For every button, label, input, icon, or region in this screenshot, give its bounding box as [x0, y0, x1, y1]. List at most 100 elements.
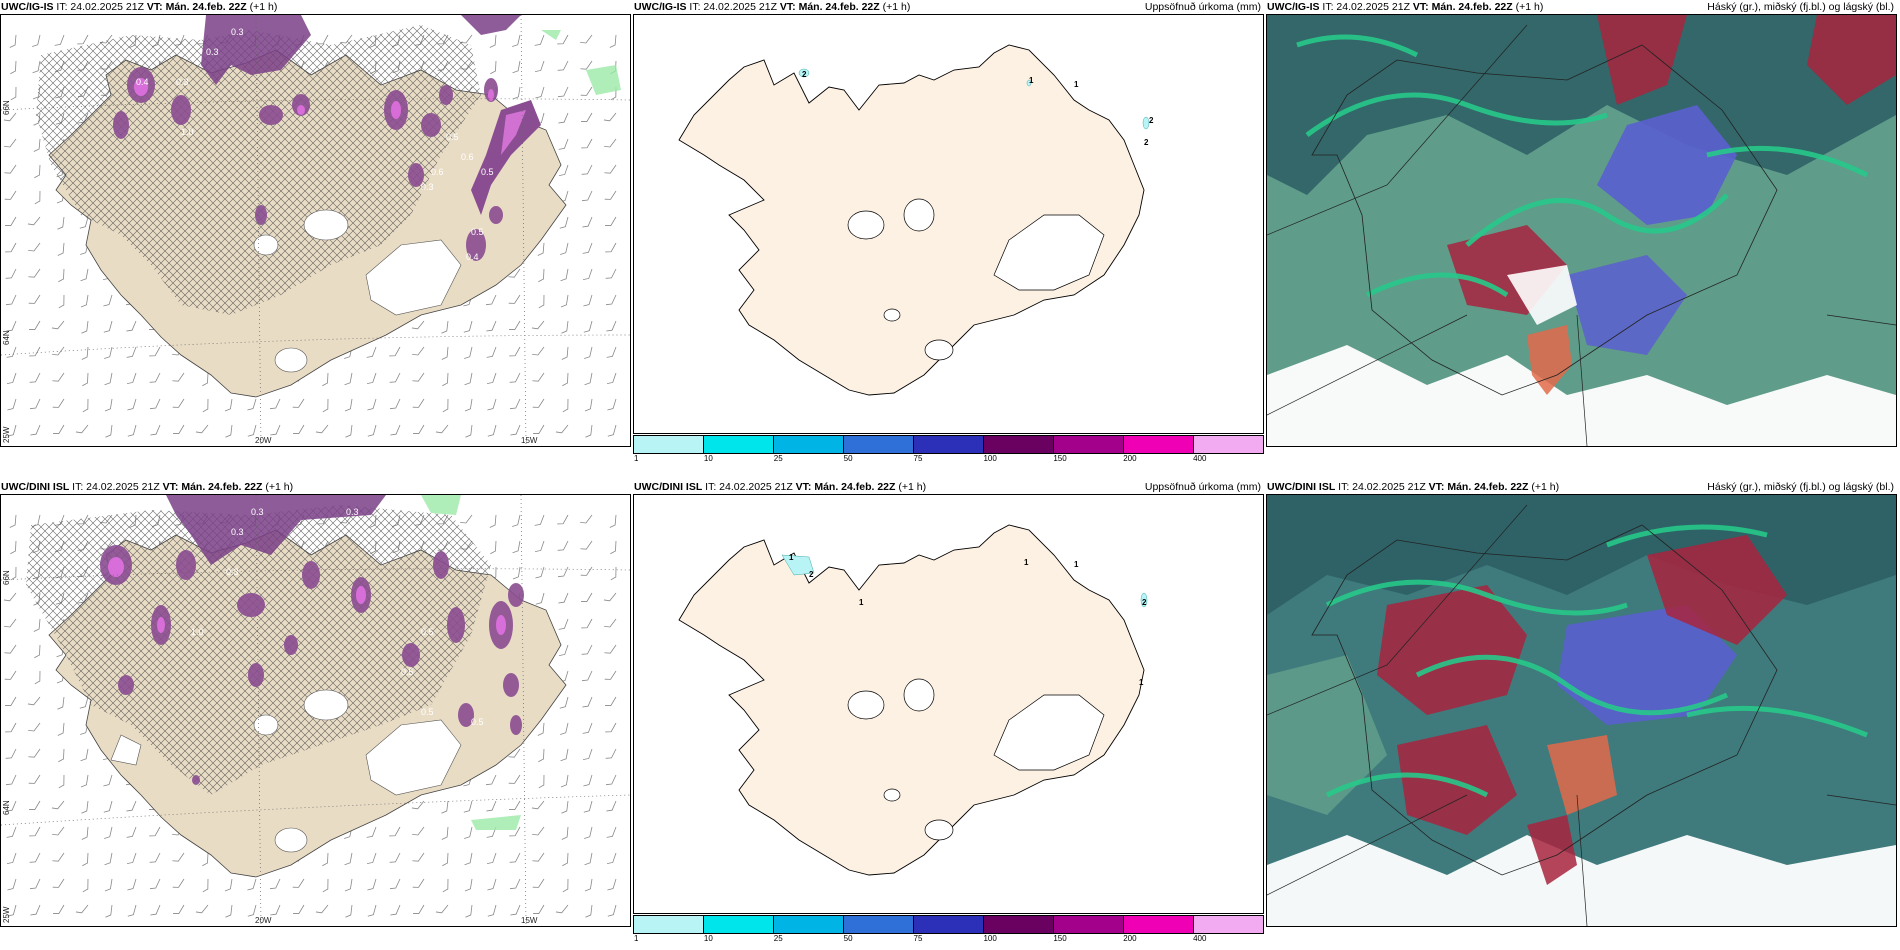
- model-name: UWC/DINI ISL: [1, 481, 70, 493]
- wind-barb: [7, 904, 17, 917]
- wind-barb: [5, 774, 17, 786]
- wind-barb: [7, 878, 17, 891]
- wind-barb: [562, 398, 569, 413]
- wind-barb: [487, 878, 497, 891]
- wind-barb: [412, 346, 425, 356]
- wind-barb: [581, 592, 593, 602]
- legend-tick: 75: [913, 454, 923, 463]
- wind-barb: [605, 696, 617, 706]
- wind-barb: [435, 424, 449, 434]
- wind-barb: [609, 34, 617, 48]
- wind-barb: [225, 904, 233, 918]
- wind-barb: [558, 112, 569, 124]
- wind-barb: [127, 424, 137, 437]
- precip-value-label: 0.6: [431, 167, 444, 177]
- panel-wind-precip-ig: UWC/IG-IS IT: 24.02.2025 21Z VT: Mán. 24…: [0, 0, 631, 447]
- wind-barb: [315, 904, 329, 914]
- wind-barb: [583, 800, 593, 813]
- wind-barb: [247, 904, 257, 917]
- wind-barb: [9, 34, 17, 48]
- wind-barb: [127, 398, 137, 411]
- wind-barb: [225, 424, 233, 438]
- wind-barb: [127, 878, 137, 891]
- wind-barb: [581, 112, 593, 122]
- issue-time: IT: 24.02.2025 21Z: [53, 1, 147, 13]
- wind-barb: [28, 294, 41, 304]
- wind-barb: [81, 800, 89, 814]
- wind-barb: [366, 826, 377, 838]
- wind-barb: [509, 398, 521, 410]
- wind-barb: [581, 618, 593, 629]
- precip-value-label: 0.5: [421, 627, 434, 637]
- wind-barb: [465, 904, 473, 918]
- precip-title: Uppsöfnuð úrkoma (mm): [1144, 1, 1261, 13]
- wind-barb: [604, 190, 617, 200]
- wind-barb: [81, 320, 89, 334]
- lon-label-15: 15W: [521, 436, 538, 445]
- wind-barb: [105, 424, 113, 438]
- wind-barb: [29, 852, 41, 863]
- wind-barb: [126, 800, 137, 812]
- wind-barb: [606, 320, 617, 332]
- wind-barb: [149, 346, 161, 357]
- legend-tick: 1: [634, 934, 639, 943]
- wind-barb: [54, 34, 65, 46]
- wind-barb: [75, 424, 89, 434]
- map-frame: 1 2 1 1 1 2 1: [633, 494, 1264, 914]
- wind-barb: [509, 826, 521, 837]
- precip-map: 1 2 1 1 1 2 1: [634, 495, 1263, 913]
- precip-value-label: 0.6: [461, 152, 474, 162]
- legend-swatch: [984, 916, 1054, 933]
- wind-barb: [412, 878, 425, 888]
- lon-label-20: 20W: [255, 436, 272, 445]
- wind-barb: [367, 424, 377, 437]
- wind-barb: [29, 320, 41, 330]
- wind-barb: [605, 216, 617, 226]
- wind-barb: [52, 346, 65, 356]
- wind-barb: [3, 592, 17, 602]
- wind-barb: [366, 372, 377, 385]
- wind-barb: [538, 294, 545, 309]
- wind-barb: [269, 398, 281, 410]
- model-name: UWC/IG-IS: [634, 1, 687, 13]
- wind-barb: [53, 904, 65, 914]
- precip-value-label: 1.0: [191, 627, 204, 637]
- wind-barb: [390, 424, 401, 436]
- wind-barb: [224, 878, 233, 892]
- wind-barb: [580, 540, 593, 550]
- wind-barb: [389, 826, 401, 837]
- wind-barb: [580, 34, 593, 44]
- wind-barb: [29, 878, 41, 890]
- wind-barb: [534, 60, 545, 73]
- wind-barb: [104, 826, 113, 839]
- precip-value-label: 0.3: [346, 507, 359, 517]
- wind-barb: [464, 346, 473, 359]
- wind-barb: [322, 372, 329, 387]
- wind-barb: [149, 372, 161, 383]
- wind-barb: [389, 398, 401, 410]
- wind-barb: [581, 670, 593, 682]
- panel-precip-ig: UWC/IG-IS IT: 24.02.2025 21Z VT: Mán. 24…: [633, 0, 1264, 463]
- wind-barb: [532, 372, 545, 382]
- wind-barb: [81, 346, 89, 360]
- issue-time: IT: 24.02.2025 21Z: [702, 481, 796, 493]
- wind-barb: [79, 696, 89, 709]
- wind-barb: [486, 372, 497, 385]
- precip-value-label: 0.5: [446, 132, 459, 142]
- wind-barb: [27, 216, 41, 226]
- wind-barb: [584, 346, 593, 359]
- wind-barb: [81, 826, 89, 840]
- wind-barb: [6, 800, 17, 812]
- precip-value-label: 0.3: [231, 527, 244, 537]
- wind-barb: [126, 320, 137, 332]
- wind-barb: [603, 592, 617, 602]
- wind-barb: [508, 774, 521, 784]
- wind-barb: [604, 138, 617, 148]
- precip-amount: 2: [1144, 138, 1149, 147]
- wind-barb: [202, 398, 209, 413]
- wind-barb: [532, 852, 545, 862]
- wind-barb: [605, 242, 617, 253]
- wind-barb: [53, 424, 65, 434]
- wind-barb: [34, 190, 41, 205]
- precip-amount: 2: [802, 70, 807, 79]
